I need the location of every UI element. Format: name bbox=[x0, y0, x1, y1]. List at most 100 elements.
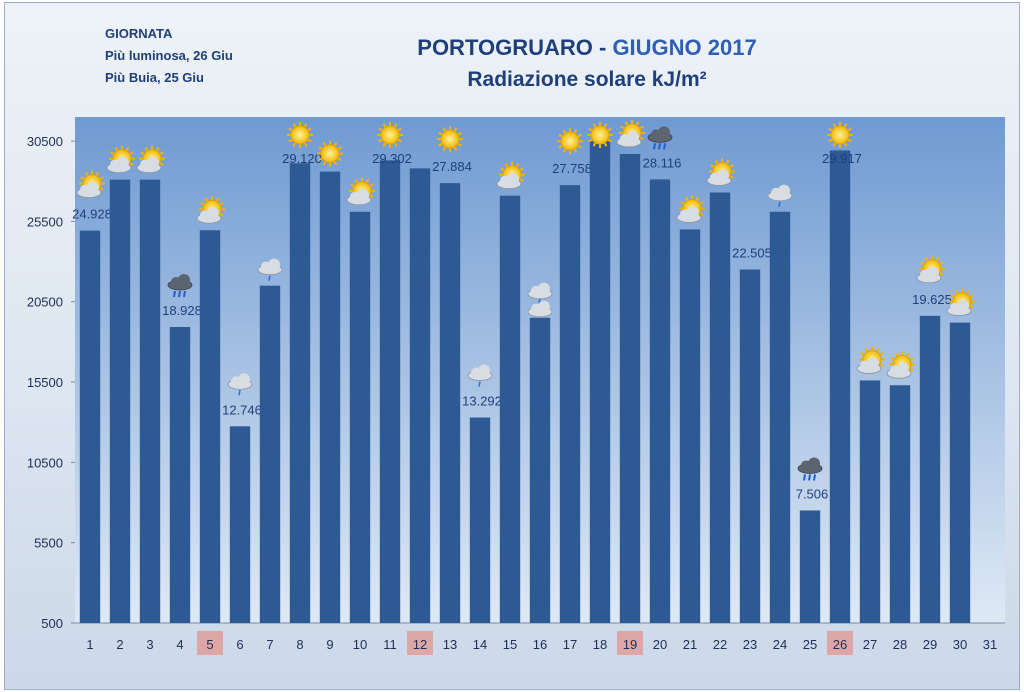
bar-day-2 bbox=[109, 179, 131, 623]
data-label-day-26: 29.917 bbox=[822, 151, 862, 166]
x-tick-label: 27 bbox=[863, 637, 877, 652]
chart-subtitle: Radiazione solare kJ/m² bbox=[467, 68, 707, 91]
partly-cloudy-icon bbox=[946, 288, 975, 317]
x-tick-label: 19 bbox=[623, 637, 637, 652]
darkest-day-note: Più Buia, 25 Giu bbox=[105, 70, 204, 85]
bar-day-30 bbox=[949, 322, 971, 623]
x-tick-label: 6 bbox=[236, 637, 243, 652]
bar-day-11 bbox=[379, 160, 401, 623]
x-tick-label: 18 bbox=[593, 637, 607, 652]
partly-cloudy-icon bbox=[136, 145, 165, 174]
x-tick-label: 4 bbox=[176, 637, 183, 652]
partly-cloudy-icon bbox=[706, 158, 735, 186]
data-label-day-25: 7.506 bbox=[796, 486, 829, 501]
giornata-box: GIORNATA Più luminosa, 26 Giu Più Buia, … bbox=[105, 23, 233, 89]
bar-day-19 bbox=[619, 153, 641, 623]
y-tick-label: 15500 bbox=[27, 375, 63, 390]
x-tick-label: 22 bbox=[713, 637, 727, 652]
bar-day-12 bbox=[409, 168, 431, 623]
x-tick-label: 9 bbox=[326, 637, 333, 652]
bar-day-21 bbox=[679, 229, 701, 623]
title-month: GIUGNO 2017 bbox=[612, 35, 757, 60]
partly-cloudy-icon bbox=[346, 177, 375, 206]
x-tick-label: 7 bbox=[266, 637, 273, 652]
bar-day-26 bbox=[829, 150, 851, 623]
bar-day-23 bbox=[739, 269, 761, 623]
y-tick-label: 30500 bbox=[27, 134, 63, 149]
y-tick-label: 20500 bbox=[27, 295, 63, 310]
partly-cloudy-icon bbox=[676, 195, 705, 223]
sun-icon bbox=[827, 122, 853, 148]
x-tick-label: 10 bbox=[353, 637, 367, 652]
x-tick-label: 26 bbox=[833, 637, 847, 652]
bar-day-10 bbox=[349, 211, 371, 623]
sun-icon bbox=[557, 128, 583, 155]
x-tick-label: 1 bbox=[86, 637, 93, 652]
y-tick-label: 5500 bbox=[34, 536, 63, 551]
highlight-box-day-19 bbox=[617, 631, 643, 655]
x-tick-label: 15 bbox=[503, 637, 517, 652]
bar-day-8 bbox=[289, 163, 311, 623]
x-tick-label: 21 bbox=[683, 637, 697, 652]
bar-day-9 bbox=[319, 171, 341, 623]
x-tick-label: 11 bbox=[383, 637, 397, 652]
sun-icon bbox=[437, 126, 463, 153]
title-place: PORTOGRUARO - bbox=[417, 35, 607, 60]
bar-chart: 500 5500 10500 15500 20500 25500 30500 1 24.928 2… bbox=[27, 117, 1005, 655]
x-tick-label: 17 bbox=[563, 637, 577, 652]
partly-cloudy-icon bbox=[496, 161, 525, 190]
bar-day-22 bbox=[709, 192, 731, 623]
light-rain-cloud-icon bbox=[257, 258, 283, 281]
x-tick-label: 8 bbox=[296, 637, 303, 652]
storm-icon bbox=[647, 126, 673, 150]
giornata-label: GIORNATA bbox=[105, 26, 173, 41]
bar-day-24 bbox=[769, 211, 791, 623]
bar-day-14 bbox=[469, 417, 491, 623]
bar-day-16 bbox=[529, 317, 551, 623]
y-tick-label: 500 bbox=[41, 616, 63, 631]
y-tick-label: 25500 bbox=[27, 214, 63, 229]
x-tick-label: 2 bbox=[116, 637, 123, 652]
highlight-box-day-26 bbox=[827, 631, 853, 655]
highlight-box-day-12 bbox=[407, 631, 433, 655]
partly-cloudy-icon bbox=[76, 170, 105, 199]
y-tick-label: 10500 bbox=[27, 455, 63, 470]
partly-cloudy-icon bbox=[196, 196, 225, 224]
bar-day-28 bbox=[889, 385, 911, 623]
x-tick-label: 23 bbox=[743, 637, 757, 652]
data-label-day-13: 27.884 bbox=[432, 159, 472, 174]
sun-icon bbox=[377, 122, 403, 148]
x-tick-label: 25 bbox=[803, 637, 817, 652]
brightest-day-note: Più luminosa, 26 Giu bbox=[105, 48, 233, 63]
highlight-box-day-5 bbox=[197, 631, 223, 655]
data-label-day-23: 22.505 bbox=[732, 246, 772, 261]
x-tick-label: 24 bbox=[773, 637, 787, 652]
data-label-day-6: 12.746 bbox=[222, 402, 262, 417]
light-rain-cloud-icon bbox=[227, 373, 253, 396]
chart-frame: GIORNATA Più luminosa, 26 Giu Più Buia, … bbox=[4, 2, 1020, 690]
partly-cloudy-icon bbox=[856, 346, 885, 374]
x-tick-label: 20 bbox=[653, 637, 667, 652]
bar-day-5 bbox=[199, 230, 221, 623]
sun-icon bbox=[587, 122, 613, 148]
x-tick-label: 3 bbox=[146, 637, 153, 652]
sun-icon bbox=[317, 140, 343, 167]
x-tick-label: 30 bbox=[953, 637, 967, 652]
x-tick-label: 29 bbox=[923, 637, 937, 652]
bar-day-27 bbox=[859, 380, 881, 623]
partly-cloudy-icon bbox=[106, 145, 135, 174]
bar-day-7 bbox=[259, 285, 281, 623]
x-tick-label: 28 bbox=[893, 637, 907, 652]
bar-day-1 bbox=[79, 230, 101, 623]
storm-icon bbox=[797, 457, 823, 481]
data-label-day-11: 29.302 bbox=[372, 151, 412, 166]
data-label-day-4: 18.928 bbox=[162, 303, 202, 318]
x-tick-label: 16 bbox=[533, 637, 547, 652]
x-tick-label: 13 bbox=[443, 637, 457, 652]
sun-icon bbox=[287, 122, 313, 148]
x-tick-label: 14 bbox=[473, 637, 487, 652]
cloud-rain-icon bbox=[527, 282, 553, 318]
partly-cloudy-icon bbox=[616, 119, 645, 148]
partly-cloudy-icon bbox=[886, 351, 915, 379]
data-label-day-1: 24.928 bbox=[72, 207, 112, 222]
